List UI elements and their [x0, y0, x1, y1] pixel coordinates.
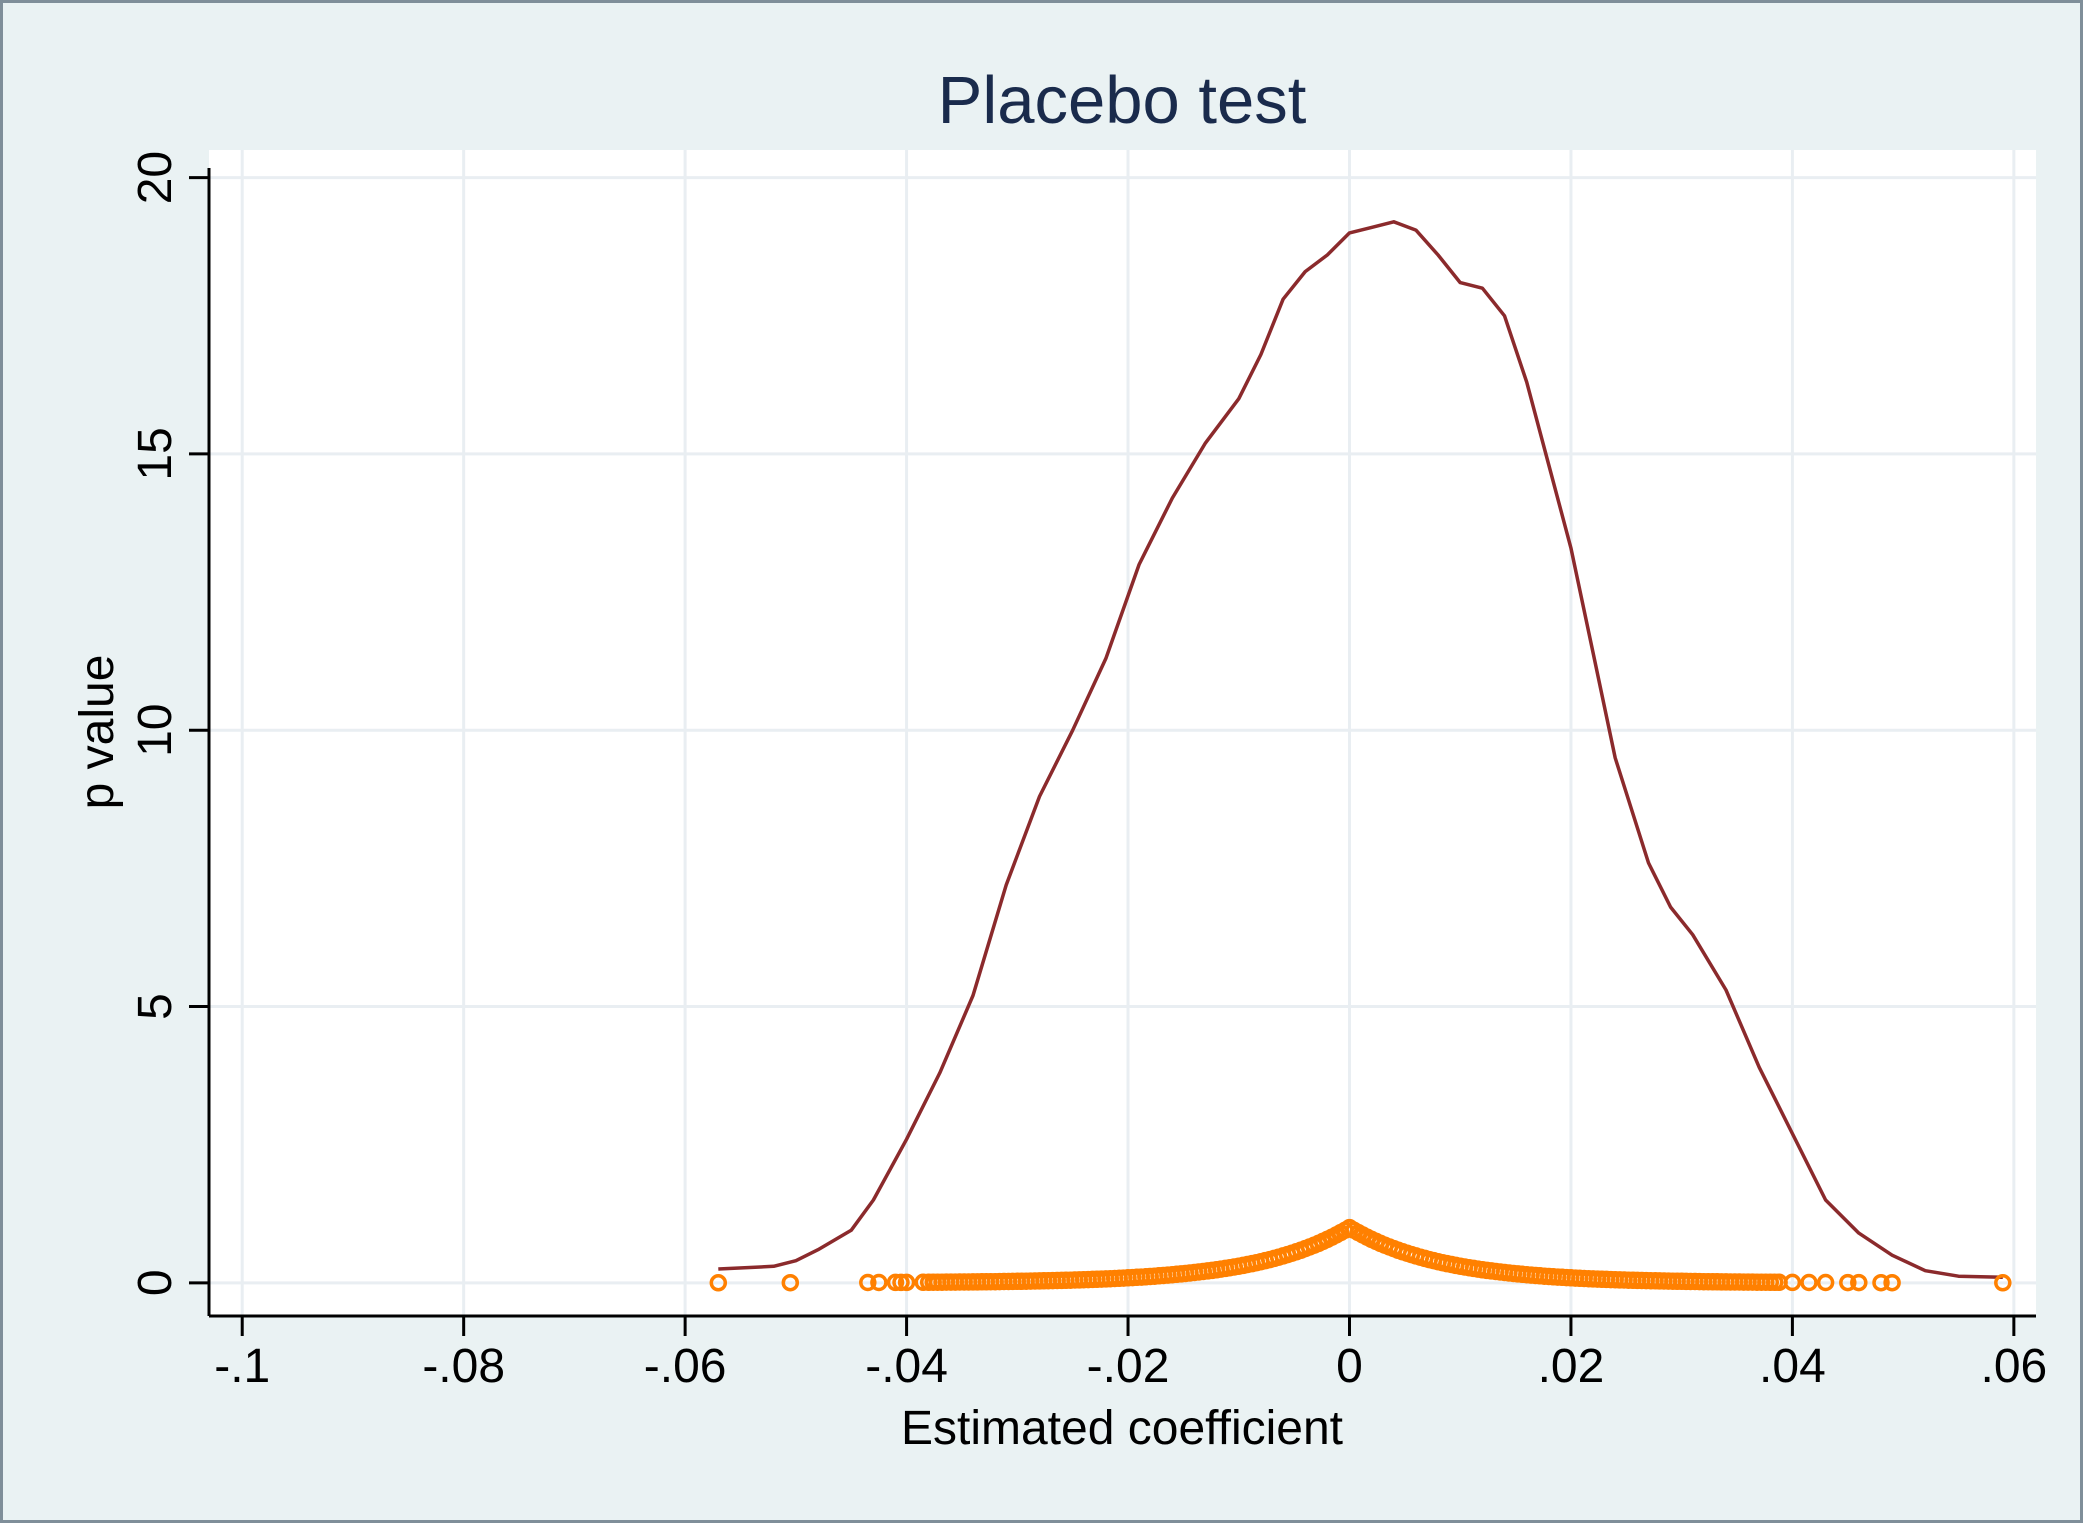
y-tick-label: 5 — [129, 993, 182, 1020]
p-value-point — [1994, 1274, 2012, 1292]
x-tick-label: -.1 — [214, 1340, 270, 1393]
p-value-point — [897, 1273, 916, 1292]
p-value-point — [1872, 1273, 1890, 1292]
x-tick-label: .02 — [1538, 1340, 1605, 1393]
y-tick-label: 0 — [129, 1269, 182, 1296]
chart-title: Placebo test — [938, 63, 1307, 138]
y-tick-label: 10 — [129, 704, 182, 757]
y-tick-label: 20 — [129, 151, 182, 204]
density-curve — [718, 220, 2003, 1280]
axes: -.1 -.08 -.06 -.04 -.02 0 .02 .04 .06 0 5 10 15 20 — [129, 151, 2047, 1393]
p-value-point — [1883, 1273, 1901, 1292]
plot-area — [209, 150, 2036, 1316]
p-value-points-layer — [709, 1218, 2012, 1292]
p-value-point — [1800, 1273, 1818, 1292]
p-value-point — [892, 1273, 910, 1292]
p-value-point — [1850, 1273, 1868, 1292]
p-value-point — [1839, 1273, 1857, 1292]
x-tick-label: -.08 — [422, 1340, 505, 1393]
x-tick-label: -.02 — [1087, 1340, 1170, 1393]
p-value-point — [859, 1273, 877, 1292]
x-tick-label: -.06 — [644, 1340, 727, 1393]
p-value-point — [709, 1274, 728, 1292]
x-axis-title: Estimated coefficient — [901, 1402, 1343, 1455]
p-value-point — [870, 1273, 888, 1292]
x-tick-label: -.04 — [865, 1340, 948, 1393]
x-tick-label: 0 — [1336, 1340, 1363, 1393]
y-tick-label: 15 — [129, 427, 182, 480]
p-value-point — [1770, 1273, 1788, 1292]
x-tick-label: .06 — [1980, 1340, 2047, 1393]
p-value-point — [781, 1273, 800, 1292]
p-value-point — [1816, 1273, 1835, 1292]
y-axis-title: p value — [71, 655, 124, 810]
p-value-point — [886, 1273, 905, 1292]
density-curve-layer — [718, 220, 2003, 1280]
x-tick-label: .04 — [1759, 1340, 1826, 1393]
